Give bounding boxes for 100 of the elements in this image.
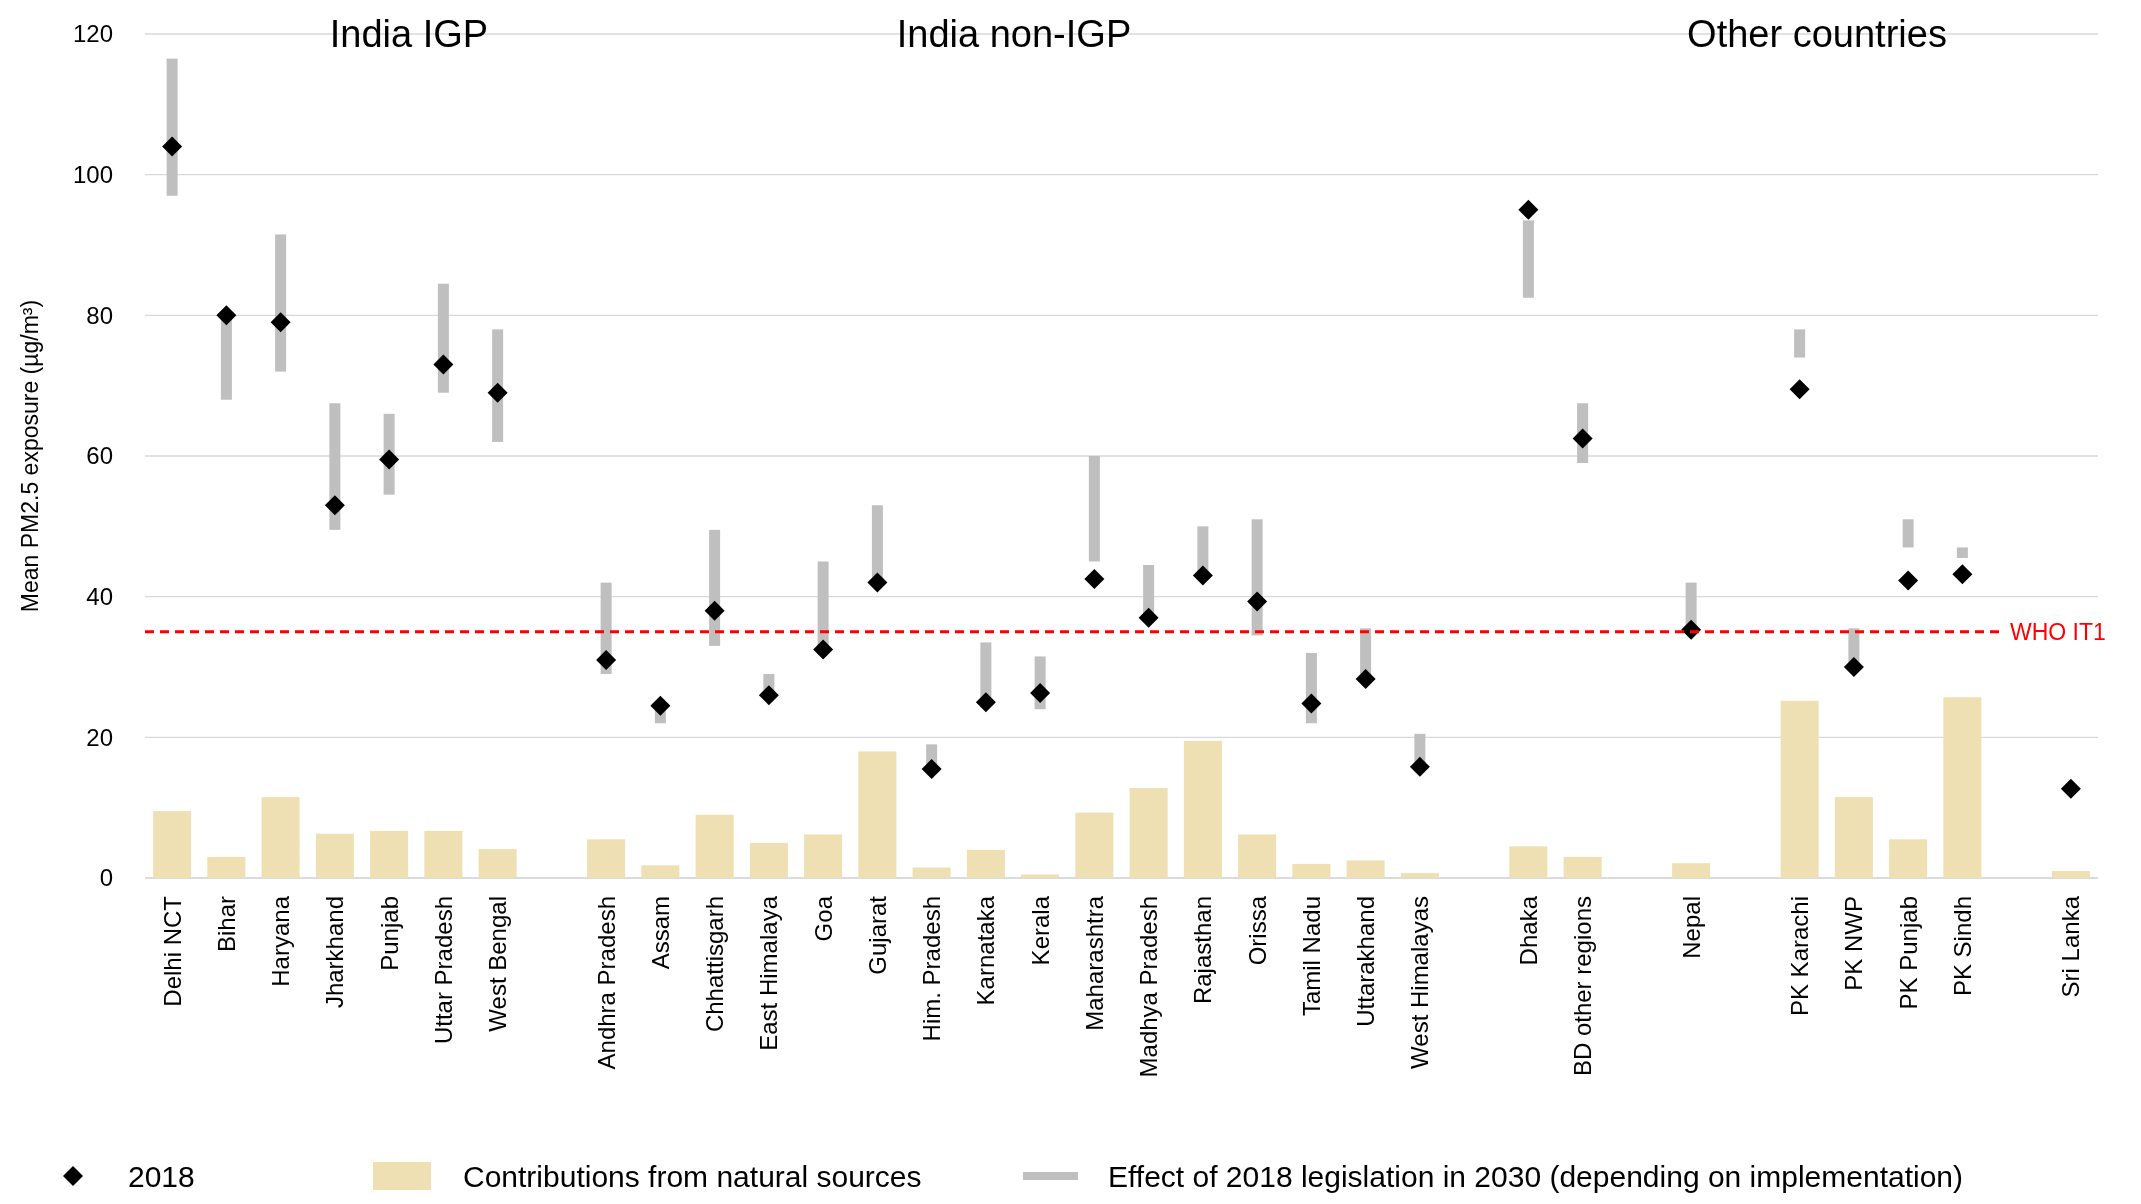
x-tick-label: BD other regions (1569, 896, 1597, 1077)
point (921, 758, 942, 779)
x-tick-label: Andhra Pradesh (592, 896, 620, 1070)
point (2060, 778, 2081, 799)
point (1518, 199, 1539, 220)
x-tick-label: Gujarat (863, 895, 891, 975)
y-tick-label: 120 (72, 20, 113, 48)
x-tick-label: Uttarakhand (1352, 896, 1380, 1027)
bar (2051, 870, 2090, 878)
point (650, 695, 671, 716)
point (216, 305, 237, 326)
x-tick-label: Chhattisgarh (701, 896, 729, 1033)
x-tick-label: Assam (646, 896, 674, 970)
bar (1902, 519, 1914, 548)
annotation: Other countries (1687, 13, 1947, 56)
point (379, 449, 400, 470)
point (975, 692, 996, 713)
point (487, 382, 508, 403)
x-tick-label: Orissa (1243, 895, 1271, 966)
point (1030, 683, 1051, 704)
bar (1509, 846, 1548, 878)
x-tick-label: Bihar (212, 896, 240, 953)
x-tick-label: Sri Lanka (2057, 895, 2085, 998)
y-tick-label: 80 (86, 301, 113, 329)
bar (1292, 863, 1331, 878)
x-tick-label: Madhya Pradesh (1135, 896, 1163, 1078)
legend-label: Contributions from natural sources (463, 1159, 922, 1193)
bar (1238, 834, 1277, 878)
x-tick-label: Kerala (1026, 895, 1054, 966)
x-tick-label: PK Punjab (1894, 896, 1922, 1010)
bar (1346, 860, 1385, 878)
point (1843, 657, 1864, 677)
point (324, 495, 345, 516)
x-tick-label: Dhaka (1514, 895, 1542, 966)
x-tick-label: Tamil Nadu (1297, 896, 1325, 1017)
point (1409, 756, 1430, 777)
x-tick-label: PK Sindh (1948, 896, 1976, 997)
bar (804, 834, 843, 878)
bar (1522, 220, 1534, 298)
point (1789, 379, 1810, 400)
x-tick-label: Him. Pradesh (918, 896, 946, 1042)
x-tick-label: Maharashtra (1080, 895, 1108, 1031)
point (1192, 565, 1213, 586)
bar (1400, 873, 1439, 878)
bar (749, 842, 788, 878)
x-tick-label: Karnataka (972, 895, 1000, 1006)
point (162, 136, 183, 157)
x-tick-label: Haryana (267, 895, 295, 987)
point (596, 649, 617, 670)
point (867, 572, 888, 593)
annotation: India non-IGP (896, 13, 1132, 56)
x-tick-label: Uttar Pradesh (429, 896, 457, 1045)
x-tick-label: PK NWP (1840, 896, 1868, 991)
bar (1780, 700, 1819, 878)
x-tick-label: PK Karachi (1786, 896, 1814, 1017)
bar (315, 833, 354, 878)
bar (641, 865, 680, 878)
x-tick-label: West Himalayas (1406, 896, 1434, 1069)
point (1084, 569, 1105, 590)
y-tick-label: 0 (99, 864, 113, 892)
point (1138, 607, 1159, 628)
bar (587, 839, 626, 878)
ref-line-label: WHO IT1 (2010, 618, 2106, 645)
bar (1563, 856, 1602, 878)
point (433, 354, 454, 375)
point (1572, 428, 1593, 449)
x-tick-label: East Himalaya (755, 895, 783, 1051)
point (1355, 668, 1376, 689)
x-tick-label: Delhi NCT (158, 895, 186, 1007)
bar (1889, 839, 1928, 878)
point (1952, 564, 1973, 585)
x-tick-label: Punjab (375, 896, 403, 971)
y-tick-label: 20 (86, 723, 113, 751)
bar (966, 849, 1005, 878)
bar (912, 867, 951, 878)
x-tick-label: West Bengal (484, 896, 512, 1032)
bar (261, 797, 300, 878)
bar (478, 849, 517, 878)
x-tick-label: Goa (809, 895, 837, 942)
x-tick-label: Rajasthan (1189, 896, 1217, 1005)
point (1898, 570, 1919, 591)
bar (1943, 697, 1982, 878)
bar (424, 830, 463, 878)
bar (1956, 547, 1968, 558)
y-axis-title: Mean PM2.5 exposure (µg/m³) (17, 299, 43, 613)
x-tick-label: Jharkhand (321, 896, 349, 1009)
bar (153, 811, 192, 878)
bar (370, 830, 409, 878)
bar (1183, 740, 1222, 878)
point (758, 685, 779, 706)
point (813, 639, 834, 660)
y-tick-label: 40 (86, 583, 113, 611)
bar (695, 814, 734, 878)
bar (1129, 787, 1168, 878)
legend-label: Effect of 2018 legislation in 2030 (depending on implementation) (1108, 1159, 1964, 1193)
point (704, 600, 725, 621)
bar (207, 856, 246, 878)
point (1301, 693, 1322, 714)
legend-label: 2018 (128, 1159, 195, 1193)
bar (858, 751, 897, 878)
